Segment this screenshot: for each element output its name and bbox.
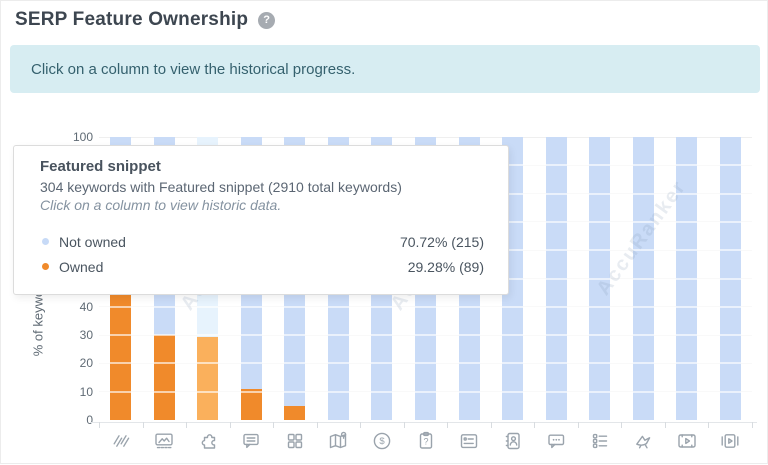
y-axis-tick-label: 30: [79, 328, 93, 343]
tooltip-subtitle: 304 keywords with Featured snippet (2910…: [40, 179, 402, 195]
y-axis-tick-label: 40: [79, 299, 93, 314]
x-axis-tick: [186, 422, 188, 428]
legend-value: 70.72% (215): [399, 233, 484, 250]
bar-owned-image-pack: [153, 335, 175, 420]
apps-grid-icon[interactable]: [284, 430, 306, 452]
y-axis-tick-label: 100: [72, 130, 93, 144]
x-axis-tick: [403, 422, 405, 428]
faq-icon[interactable]: [240, 430, 262, 452]
local-pack-icon[interactable]: [327, 430, 349, 452]
sitelinks-icon[interactable]: [110, 430, 132, 452]
video-icon[interactable]: [676, 430, 698, 452]
video-carousel-icon[interactable]: [719, 430, 741, 452]
y-axis-tick-label: 10: [79, 384, 93, 399]
people-also-ask-icon[interactable]: ?: [415, 430, 437, 452]
tooltip-hint: Click on a column to view historic data.: [40, 197, 282, 213]
svg-text:?: ?: [423, 437, 428, 447]
bar-owned-featured-snippet: [197, 337, 219, 420]
gridline-overlay: [99, 334, 752, 337]
bar-owned-apps-grid: [284, 405, 306, 420]
info-banner: Click on a column to view the historical…: [10, 45, 760, 93]
y-axis-tick-label: 0: [86, 413, 93, 427]
gridline-overlay: [99, 305, 752, 308]
tooltip-title: Featured snippet: [40, 158, 161, 175]
y-axis-tick-label: 20: [79, 356, 93, 371]
reviews-icon[interactable]: [545, 430, 567, 452]
tooltip-row-owned: Owned 29.28% (89): [40, 254, 484, 279]
x-axis-tick: [621, 422, 623, 428]
x-axis-tick: [316, 422, 318, 428]
legend-dot: [42, 263, 49, 270]
x-axis-line: [90, 422, 757, 423]
x-axis-tick: [708, 422, 710, 428]
bar-owned-sitelinks: [110, 295, 132, 420]
page-title: SERP Feature Ownership: [15, 9, 249, 30]
x-axis-tick: [99, 422, 100, 428]
tooltip-row-not-owned: Not owned 70.72% (215): [40, 229, 484, 254]
x-axis-tick: [490, 422, 492, 428]
knowledge-card-icon[interactable]: [458, 430, 480, 452]
x-axis-tick: [577, 422, 579, 428]
tooltip-legend: Not owned 70.72% (215) Owned 29.28% (89): [40, 229, 484, 279]
legend-label: Not owned: [59, 233, 126, 250]
x-axis-tick: [447, 422, 449, 428]
x-axis-tick: [360, 422, 362, 428]
x-axis-tick: [752, 422, 753, 428]
x-axis-tick: [142, 422, 144, 428]
related-list-icon[interactable]: [589, 430, 611, 452]
svg-text:$: $: [379, 436, 385, 447]
column-tooltip: Featured snippet 304 keywords with Featu…: [13, 145, 509, 295]
x-axis-tick: [229, 422, 231, 428]
knowledge-panel-icon[interactable]: [502, 430, 524, 452]
legend-label: Owned: [59, 258, 104, 275]
chart-header: SERP Feature Ownership ?: [15, 9, 276, 31]
gridline-overlay: [99, 390, 752, 393]
info-banner-text: Click on a column to view the historical…: [31, 60, 356, 78]
legend-dot: [42, 238, 49, 245]
legend-value: 29.28% (89): [407, 258, 484, 275]
x-axis-tick: [534, 422, 536, 428]
bar-owned-faq: [240, 388, 262, 420]
featured-snippet-icon[interactable]: [197, 430, 219, 452]
x-axis-tick: [664, 422, 666, 428]
gridline-overlay: [99, 362, 752, 365]
shopping-icon[interactable]: $: [371, 430, 393, 452]
image-pack-icon[interactable]: [153, 430, 175, 452]
twitter-icon[interactable]: [632, 430, 654, 452]
x-axis-tick: [273, 422, 275, 428]
help-icon[interactable]: ?: [258, 11, 276, 29]
